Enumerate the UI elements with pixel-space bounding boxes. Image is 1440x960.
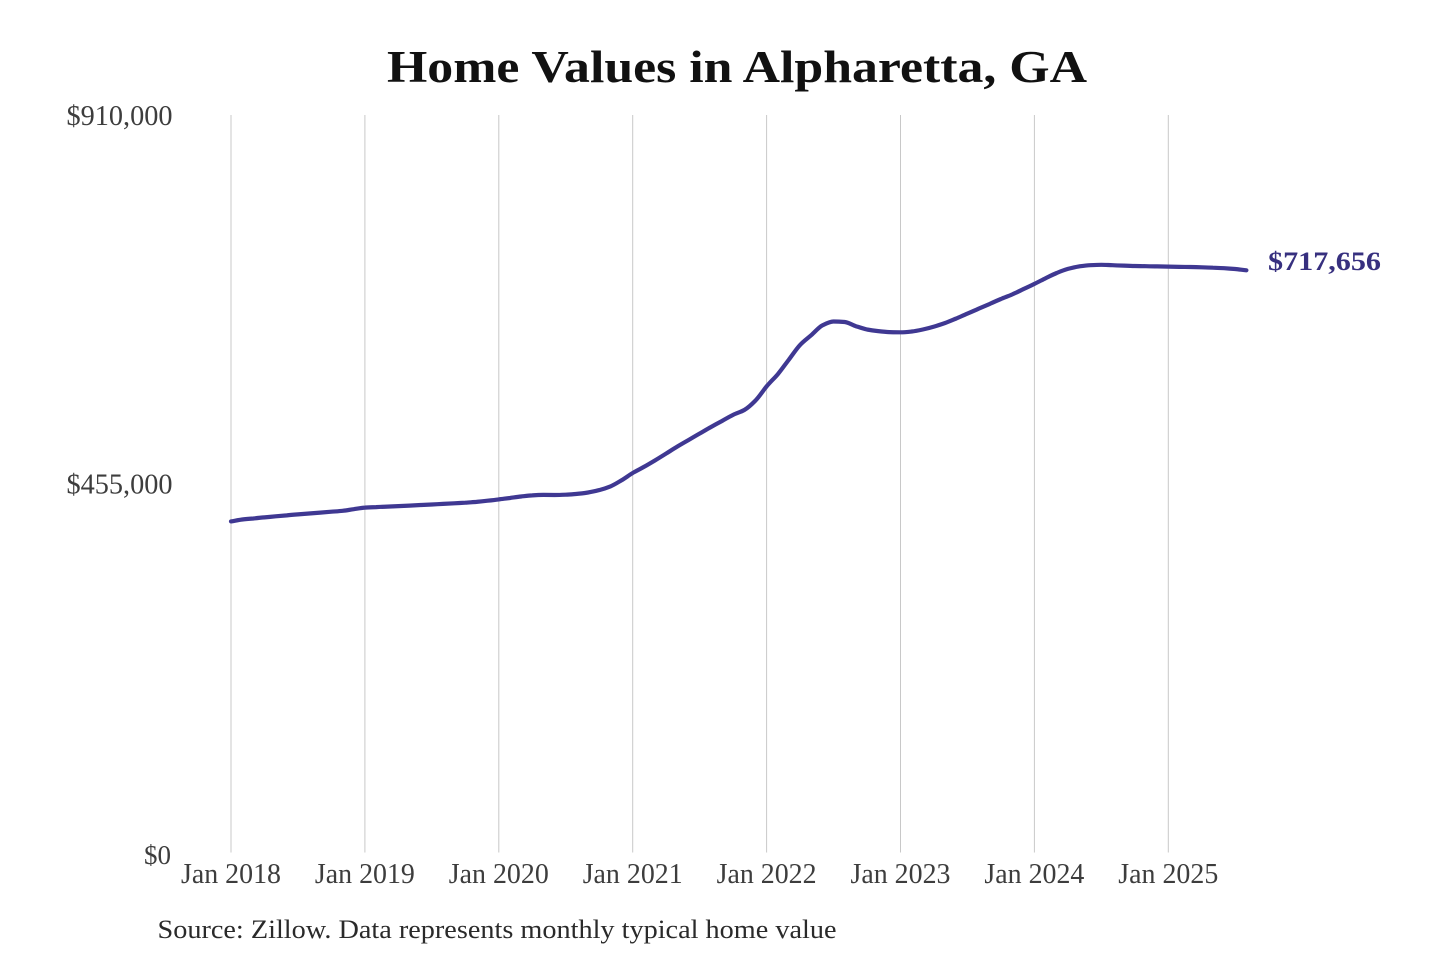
svg-text:Jan 2019: Jan 2019 <box>315 859 415 890</box>
svg-text:Jan 2024: Jan 2024 <box>984 859 1084 890</box>
svg-text:$455,000: $455,000 <box>67 469 173 500</box>
svg-text:Jan 2023: Jan 2023 <box>851 859 951 890</box>
svg-text:Jan 2021: Jan 2021 <box>583 859 683 890</box>
svg-text:Jan 2018: Jan 2018 <box>181 859 281 890</box>
svg-text:Jan 2020: Jan 2020 <box>449 859 549 890</box>
svg-text:Source: Zillow. Data represent: Source: Zillow. Data represents monthly … <box>158 915 837 944</box>
svg-text:$717,656: $717,656 <box>1268 247 1381 276</box>
svg-text:$910,000: $910,000 <box>67 101 173 132</box>
svg-text:Jan 2025: Jan 2025 <box>1118 859 1218 890</box>
svg-text:Jan 2022: Jan 2022 <box>717 859 817 890</box>
svg-text:$0: $0 <box>144 840 171 870</box>
svg-text:Home Values in Alpharetta, GA: Home Values in Alpharetta, GA <box>387 42 1088 92</box>
